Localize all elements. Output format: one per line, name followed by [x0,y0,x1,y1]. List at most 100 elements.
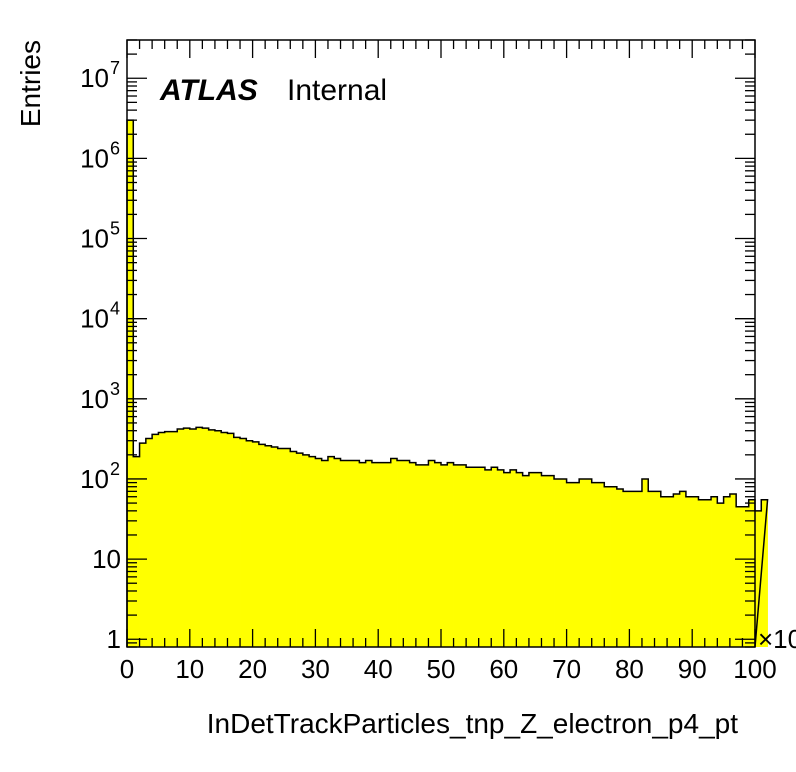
histogram-bar [397,460,404,647]
histogram-bar [572,482,580,647]
histogram-bar [654,491,662,647]
y-tick-exponent: 5 [110,219,120,239]
y-tick-exponent: 2 [110,459,120,479]
histogram-bar [554,478,561,647]
histogram-bar [252,441,260,647]
histogram-bar [315,458,323,647]
histogram-bar [359,462,367,647]
x-axis-title: InDetTrackParticles_tnp_Z_electron_p4_pt [207,708,738,739]
axis-ticks [126,39,756,648]
internal-label: Internal [287,74,387,107]
histogram-bar [152,434,159,647]
histogram-bar [441,464,448,647]
histogram-bar [484,469,492,647]
histogram-bar [522,475,530,647]
histogram-bar [233,437,241,647]
x-tick-label: 50 [427,654,456,684]
histogram-bar [365,460,373,647]
histogram-bar [704,499,712,647]
x-tick-label: 90 [678,654,707,684]
histogram-bar [616,488,624,647]
histogram-bar [453,464,461,647]
histogram-bar [755,510,762,647]
histogram-bar [290,451,297,647]
histogram-bar [284,448,291,647]
histogram-bar [510,469,517,647]
histogram-bar [133,456,140,647]
histogram-bar [535,472,542,647]
histogram-bar [679,491,687,647]
histogram-bar [139,443,147,647]
y-tick-exponent: 3 [110,379,120,399]
y-tick-label: 10 [80,464,109,494]
x-multiplier-label: ×10 [758,624,796,654]
y-tick-exponent: 7 [110,58,120,78]
histogram-bar [321,460,329,647]
histogram-bar [240,438,247,647]
histogram-bar [466,467,473,647]
histogram-bar [585,478,593,647]
x-tick-label: 80 [615,654,644,684]
x-tick-label: 0 [120,654,134,684]
histogram-bar [604,486,611,647]
histogram-bar [491,467,498,647]
y-tick-exponent: 4 [110,299,120,319]
histogram-bar [170,431,178,647]
histogram-bar [127,120,134,647]
histogram-bar [296,453,304,647]
histogram-bar [371,462,379,647]
histogram-bar [761,499,768,647]
histogram-bar [164,431,172,647]
x-tick-label: 70 [552,654,581,684]
y-tick-label: 10 [80,63,109,93]
atlas-label: ATLAS [159,74,258,107]
histogram-bar [208,429,216,647]
histogram-bar [158,432,166,647]
histogram-bar [309,456,316,647]
histogram-bar [503,472,511,647]
x-tick-label: 100 [733,654,776,684]
histogram-bar [648,491,655,647]
y-tick-label: 10 [92,544,121,574]
x-tick-label: 30 [301,654,330,684]
histogram-bar [428,460,436,647]
histogram-bar [434,462,442,647]
histogram-bar [459,464,467,647]
y-tick-exponent: 6 [110,138,120,158]
histogram-bar [641,478,649,647]
histogram-bar [528,472,536,647]
histogram-bar [541,475,549,647]
histogram-bar [560,478,567,647]
histogram-bar [635,491,643,647]
x-tick-label: 60 [489,654,518,684]
histogram-bar [566,482,574,647]
histogram-bar [698,499,706,647]
histogram-bar [422,464,429,647]
histogram-bar [346,460,354,647]
y-tick-label: 1 [107,624,121,654]
histogram-bar [516,472,524,647]
histogram-bar [221,432,228,647]
histogram-bar [409,462,417,647]
histogram-bar [183,428,191,647]
y-tick-label: 10 [80,384,109,414]
histogram-bar [202,428,210,647]
histogram-bar [334,458,341,647]
histogram-bar [623,491,630,647]
x-tick-labels: 0 10 20 30 40 50 60 70 80 90 100 [120,654,777,684]
histogram-bar [598,482,605,647]
histogram-bar [189,429,197,647]
histogram-bar [271,447,279,647]
histogram-bar [736,506,743,647]
histogram-bar [692,496,699,647]
histogram-bar [327,456,335,647]
histogram-bar [497,469,505,647]
histogram-bar [748,499,756,647]
histogram-bar [447,462,454,647]
histogram-bar [610,486,618,647]
histogram-outline [126,119,769,648]
histogram-bar [403,460,410,647]
histogram-bar [685,496,693,647]
